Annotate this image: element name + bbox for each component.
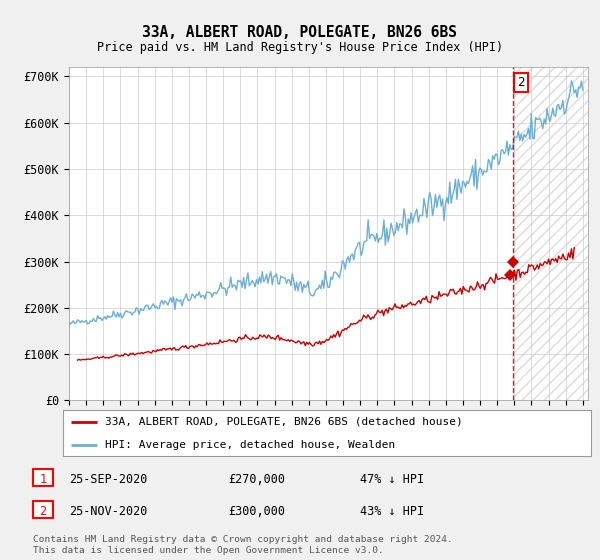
Text: Price paid vs. HM Land Registry's House Price Index (HPI): Price paid vs. HM Land Registry's House … [97, 41, 503, 54]
Text: 33A, ALBERT ROAD, POLEGATE, BN26 6BS: 33A, ALBERT ROAD, POLEGATE, BN26 6BS [143, 25, 458, 40]
Text: 2: 2 [40, 505, 46, 518]
Text: 2: 2 [517, 76, 524, 88]
Text: 33A, ALBERT ROAD, POLEGATE, BN26 6BS (detached house): 33A, ALBERT ROAD, POLEGATE, BN26 6BS (de… [105, 417, 463, 427]
Text: Contains HM Land Registry data © Crown copyright and database right 2024.
This d: Contains HM Land Registry data © Crown c… [33, 535, 453, 555]
Text: £270,000: £270,000 [228, 473, 285, 486]
Text: 47% ↓ HPI: 47% ↓ HPI [360, 473, 424, 486]
Text: 25-SEP-2020: 25-SEP-2020 [69, 473, 148, 486]
Text: 1: 1 [40, 473, 46, 486]
Text: 25-NOV-2020: 25-NOV-2020 [69, 505, 148, 518]
Text: 43% ↓ HPI: 43% ↓ HPI [360, 505, 424, 518]
Text: HPI: Average price, detached house, Wealden: HPI: Average price, detached house, Weal… [105, 440, 395, 450]
Text: £300,000: £300,000 [228, 505, 285, 518]
